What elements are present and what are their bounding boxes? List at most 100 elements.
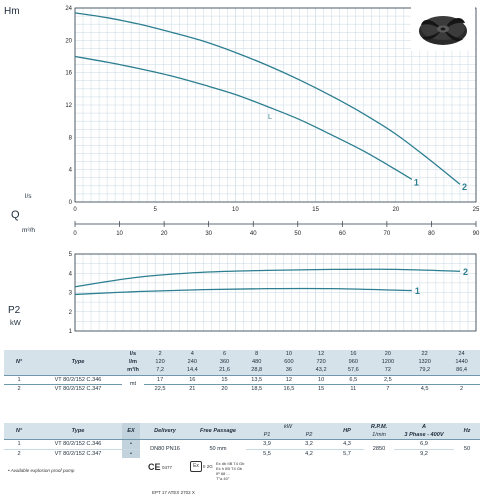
p2-y-tick: 5 (69, 252, 73, 258)
m3h-tick-label: 40 (250, 231, 257, 237)
row1-v4: 13,5 (240, 374, 273, 385)
flow-ls-9: 22 (406, 350, 444, 359)
p2-curve-label-2: 2 (463, 267, 468, 277)
elec-col-p1: P1 (246, 431, 288, 440)
elec-row2-amp: 9,2 (394, 448, 454, 458)
elec-col-ex: EX (122, 423, 140, 440)
row1-v2: 16 (176, 374, 209, 385)
m3h-tick-label: 50 (294, 231, 301, 237)
hm-curve-2 (74, 12, 461, 185)
elec-row2-hp: 5,7 (330, 448, 364, 458)
row2-v7: 11 (337, 383, 370, 394)
p2-curves: 12 (74, 267, 468, 296)
elec-row2-type: VT 80/2/152 C.347 (34, 448, 122, 458)
row1-v1: 17 (144, 374, 177, 385)
hm-y-tick: 4 (69, 168, 73, 174)
elec-col-hp: HP (330, 423, 364, 440)
elec-row1-p1: 3,9 (246, 439, 288, 450)
row1-n: 1 (4, 374, 34, 385)
m3h-tick-label: 30 (205, 231, 212, 237)
ls-x-tick: 10 (232, 207, 239, 213)
ls-axis-label: l/s (25, 193, 32, 200)
row2-type: VT 80/2/152 C.347 (34, 383, 122, 394)
unit-lm: l/m (122, 358, 144, 367)
flow-m3h-4: 28,8 (240, 366, 273, 376)
flow-lm-8: 1200 (369, 358, 407, 367)
flow-ls-2: 4 (176, 350, 209, 359)
ls-x-tick: 0 (73, 207, 77, 213)
elec-col-free-passage: Free Passage (190, 423, 246, 440)
p2-curve-1 (74, 287, 412, 296)
performance-table: N° Type l/s 2 4 6 8 10 12 16 20 22 24 l/… (4, 350, 480, 394)
elec-row1-type: VT 80/2/152 C.346 (34, 439, 122, 450)
flow-lm-4: 480 (240, 358, 273, 367)
m3h-tick-marks: 0 10 20 30 40 50 60 70 80 90 (73, 221, 480, 237)
flow-lm-2: 240 (176, 358, 209, 367)
flow-ls-3: 6 (208, 350, 241, 359)
hm-y-tick: 16 (65, 71, 72, 77)
ls-x-tick: 20 (392, 207, 399, 213)
flow-m3h-5: 36 (272, 366, 306, 376)
hm-curve-label-2: 2 (462, 182, 467, 192)
hm-ylabel: Hm (4, 6, 20, 17)
unit-m3h: m³/h (122, 366, 144, 376)
row1-v7: 6,5 (337, 374, 370, 385)
flow-ls-7: 16 (337, 350, 370, 359)
elec-row2-p1: 5,5 (246, 448, 288, 458)
p2-y-tick: 2 (69, 310, 73, 316)
impeller-image (411, 7, 475, 51)
row1-v6: 10 (305, 374, 338, 385)
elec-col-phase: 3 Phase - 400V (394, 431, 454, 440)
cert-line-2: Ex h IIB T4 Gb (216, 466, 243, 471)
cert-line-1: Ex db IIB T4 Gb (216, 461, 245, 466)
elec-row1-amp: 6,9 (394, 439, 454, 450)
flow-m3h-9: 79,2 (406, 366, 444, 376)
row2-v3: 20 (208, 383, 241, 394)
m3h-axis-label: m³/h (22, 227, 35, 234)
hm-y-tick: 0 (69, 200, 73, 206)
row1-v5: 12 (272, 374, 306, 385)
unit-ls: l/s (122, 350, 144, 359)
flow-ls-5: 10 (272, 350, 306, 359)
flow-m3h-6: 43,2 (305, 366, 338, 376)
m3h-tick-label: 20 (161, 231, 168, 237)
flow-m3h-3: 21,6 (208, 366, 241, 376)
hm-plot-frame (74, 7, 477, 203)
p2-plot-frame (74, 253, 477, 332)
elec-col-delivery: Delivery (140, 423, 190, 440)
flow-lm-6: 720 (305, 358, 338, 367)
elec-row1-ex: • (122, 439, 140, 450)
hm-x-ls-tick-labels: 0 5 10 15 20 25 (73, 207, 480, 213)
flow-ls-10: 24 (443, 350, 480, 359)
flow-ls-8: 20 (369, 350, 407, 359)
elec-col-hz: Hz (454, 423, 480, 440)
q-axis-symbol: Q (11, 209, 20, 221)
m3h-tick-label: 80 (428, 231, 435, 237)
flow-ls-1: 2 (144, 350, 177, 359)
ex-group: II 2G (203, 464, 213, 469)
elec-col-kw: kW (246, 423, 330, 432)
hm-grid (74, 7, 477, 203)
elec-row2-n: 2 (4, 448, 34, 458)
row1-v10 (443, 374, 480, 385)
elec-row2-ex: • (122, 448, 140, 458)
ce-mark: CE (148, 462, 161, 472)
elec-free-passage: 50 mm (190, 439, 246, 458)
m3h-tick-label: 90 (473, 231, 480, 237)
footnote: • Available explosion proof pump (8, 468, 75, 473)
elec-row2-p2: 4,2 (288, 448, 330, 458)
flow-ls-4: 8 (240, 350, 273, 359)
elec-row1-p2: 3,2 (288, 439, 330, 450)
elec-row1-hp: 4,3 (330, 439, 364, 450)
m3h-tick-label: 60 (339, 231, 346, 237)
row1-v3: 15 (208, 374, 241, 385)
cert-number: EPT 17 ATEX 2702 X (152, 490, 195, 495)
p2-y-tick: 1 (69, 329, 73, 335)
elec-delivery: DN80 PN16 (140, 439, 190, 458)
ls-x-tick: 25 (473, 207, 480, 213)
row2-v8: 7 (369, 383, 407, 394)
ex-hexagon-icon: Ex (190, 461, 202, 472)
col-n-header: N° (4, 350, 34, 376)
head-unit: mt (122, 374, 144, 394)
